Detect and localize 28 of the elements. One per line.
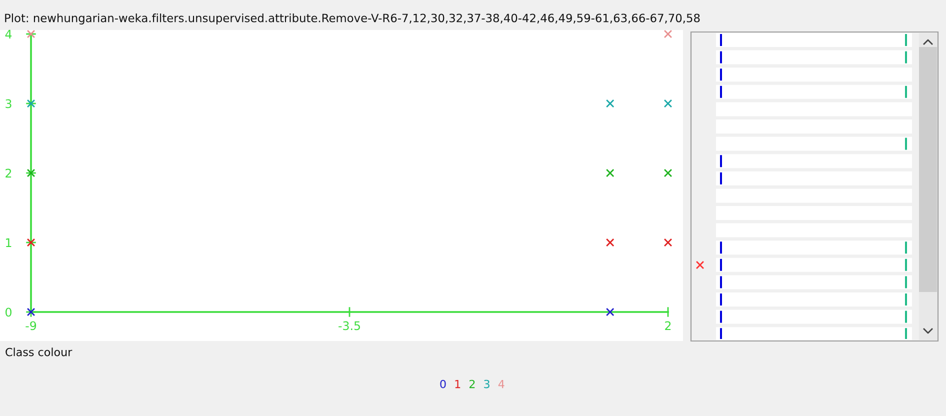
y-tick-label: 1 xyxy=(6,238,12,247)
point xyxy=(606,99,614,108)
x-tick-label: -9 xyxy=(26,321,36,330)
point xyxy=(26,238,36,247)
point xyxy=(26,30,36,38)
x-tick-label: 2 xyxy=(665,321,671,330)
x-tick-label: -3.5 xyxy=(338,321,360,330)
point xyxy=(664,30,672,38)
point xyxy=(606,238,614,247)
y-tick-label: 0 xyxy=(6,308,12,317)
text: 0 xyxy=(440,380,446,388)
point xyxy=(606,168,614,178)
text: 1 xyxy=(455,380,460,388)
point xyxy=(26,308,36,316)
point xyxy=(664,168,672,178)
chart-title: Plot: newhungarian-weka.filters.unsupervised.attribute.Remove-V-R6-7,12,30,32,37-38,40-42,46,49,59-61,63,66-67,70,58 xyxy=(5,13,700,25)
legend-title: Class colour xyxy=(6,348,72,356)
point xyxy=(26,168,36,178)
point xyxy=(26,99,36,108)
text: 4 xyxy=(498,380,504,388)
y-tick-label: 3 xyxy=(6,99,12,108)
y-tick-label: 2 xyxy=(6,168,12,178)
text: 3 xyxy=(484,380,490,388)
y-tick-label: 4 xyxy=(5,30,12,38)
point xyxy=(664,238,672,247)
text: 2 xyxy=(469,380,475,388)
point xyxy=(664,99,672,108)
point xyxy=(606,308,614,316)
